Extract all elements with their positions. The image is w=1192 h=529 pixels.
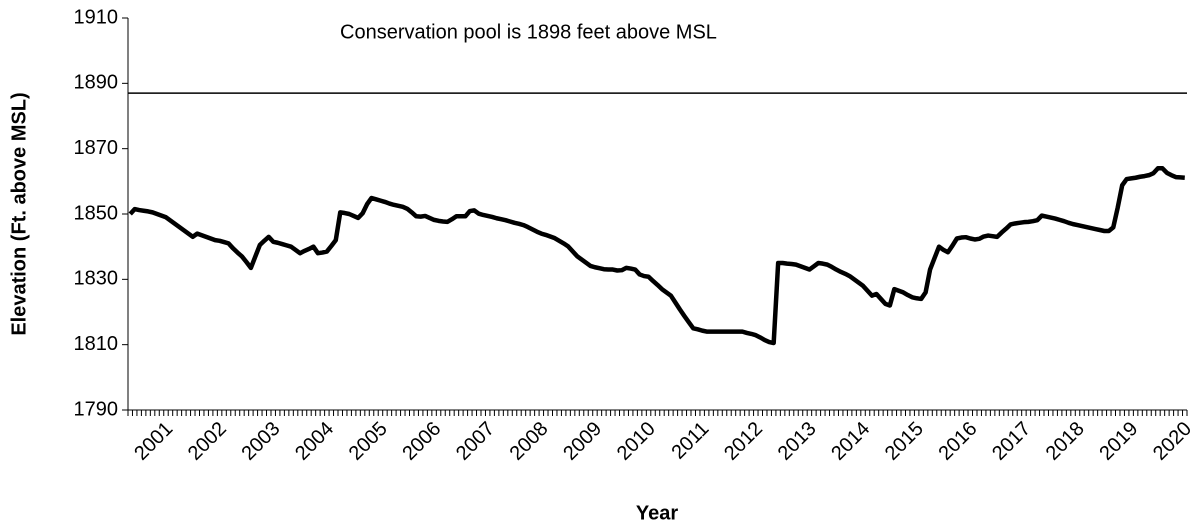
x-axis-title: Year	[636, 502, 678, 524]
y-tick-label: 1850	[74, 202, 119, 224]
x-tick-label: 2002	[184, 418, 231, 465]
y-tick-label: 1870	[74, 137, 119, 159]
x-tick-label: 2012	[720, 418, 767, 465]
y-tick-label: 1890	[74, 72, 119, 94]
x-tick-label: 2008	[506, 418, 553, 465]
x-tick-label: 2013	[774, 418, 821, 465]
y-tick-label: 1790	[74, 398, 119, 420]
x-tick-label: 2010	[613, 418, 660, 465]
annotation: Conservation pool is 1898 feet above MSL	[340, 21, 717, 43]
x-tick-label: 2004	[291, 418, 338, 465]
x-tick-label: 2007	[452, 418, 499, 465]
x-tick-label: 2020	[1149, 418, 1192, 465]
x-tick-label: 2018	[1042, 418, 1089, 465]
data-line	[128, 166, 1185, 346]
x-tick-label: 2011	[667, 418, 713, 464]
x-tick-label: 2014	[827, 418, 874, 465]
x-tick-label: 2019	[1095, 418, 1142, 465]
x-tick-label: 2009	[559, 418, 606, 465]
y-axis-title: Elevation (Ft. above MSL)	[8, 92, 30, 335]
y-tick-label: 1810	[74, 333, 119, 355]
x-tick-label: 2017	[988, 418, 1035, 465]
x-tick-label: 2006	[398, 418, 445, 465]
x-tick-label: 2015	[881, 418, 928, 465]
y-tick-label: 1830	[74, 268, 119, 290]
x-tick-label: 2005	[345, 418, 392, 465]
y-tick-label: 1910	[74, 6, 119, 28]
x-tick-label: 2001	[130, 418, 177, 465]
x-tick-label: 2003	[237, 418, 284, 465]
x-tick-label: 2016	[935, 418, 982, 465]
